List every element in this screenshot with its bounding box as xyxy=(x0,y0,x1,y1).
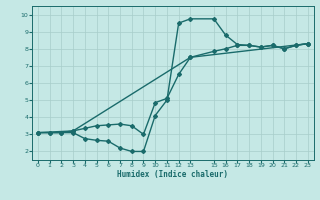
X-axis label: Humidex (Indice chaleur): Humidex (Indice chaleur) xyxy=(117,170,228,179)
